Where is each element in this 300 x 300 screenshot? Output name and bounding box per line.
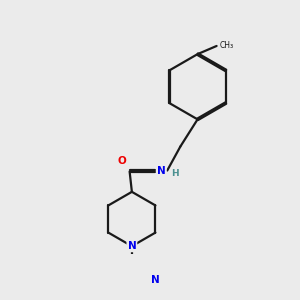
Text: CH₃: CH₃ <box>219 41 233 50</box>
Text: O: O <box>118 157 127 166</box>
Text: N: N <box>151 275 160 285</box>
Text: N: N <box>157 167 166 176</box>
Text: H: H <box>171 169 179 178</box>
Text: N: N <box>128 241 136 251</box>
